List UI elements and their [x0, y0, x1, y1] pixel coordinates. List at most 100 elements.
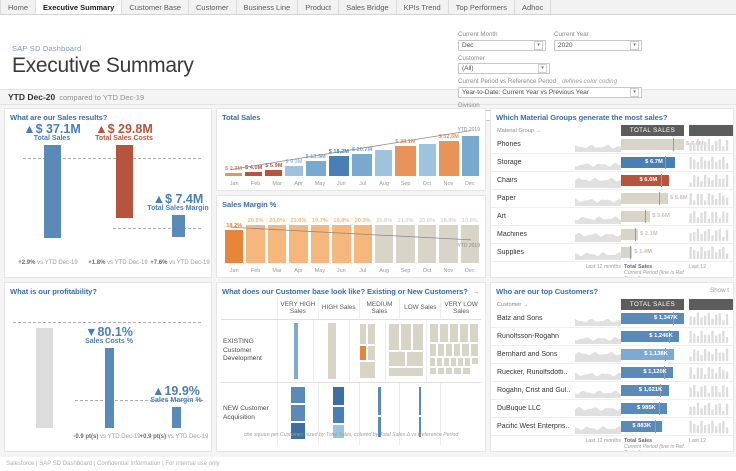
bar[interactable] [417, 225, 437, 263]
table-row[interactable]: Batz and Sons $ 1,347K [491, 310, 733, 328]
reference-marker [664, 348, 666, 361]
bar[interactable] [285, 165, 303, 176]
tab-customer[interactable]: Customer [189, 0, 237, 14]
table-row[interactable]: Art $ 3.6M [491, 208, 733, 226]
tab-sales-bridge[interactable]: Sales Bridge [339, 0, 397, 14]
table-row[interactable]: Machines $ 2.1M [491, 226, 733, 244]
show-all-link[interactable]: Show t [710, 287, 729, 294]
filter-customer-select[interactable]: (All) ▾ [458, 63, 550, 74]
bar[interactable] [225, 230, 244, 263]
bar[interactable] [439, 225, 458, 263]
row-bar[interactable] [621, 229, 638, 240]
matrix-cell[interactable] [399, 383, 440, 445]
customer-base-row-existing-label: EXISTING Customer Development [223, 338, 262, 363]
bar[interactable] [328, 156, 349, 176]
row-bar[interactable] [621, 247, 633, 258]
table-row[interactable]: Paper $ 5.8M [491, 190, 733, 208]
bar[interactable] [245, 171, 263, 176]
row-bar[interactable] [621, 313, 684, 324]
tab-product[interactable]: Product [298, 0, 340, 14]
bar[interactable] [353, 225, 372, 263]
x-axis-label: Sep [400, 268, 411, 274]
matrix-cell[interactable] [277, 320, 313, 382]
row-bar[interactable] [621, 403, 668, 414]
bar[interactable] [351, 153, 373, 176]
top-customers-name-header[interactable]: Customer → [497, 299, 575, 310]
matrix-cell[interactable] [277, 383, 318, 445]
row-bar[interactable] [621, 175, 670, 186]
bar[interactable] [225, 173, 243, 176]
chevron-down-icon[interactable]: ▾ [538, 64, 547, 73]
row-bar[interactable] [621, 331, 680, 342]
bar[interactable] [310, 225, 330, 263]
matrix-cell[interactable] [358, 383, 400, 445]
table-row[interactable]: DuBuque LLC $ 985K [491, 400, 733, 418]
table-row[interactable]: Supplies $ 1.4M [491, 244, 733, 262]
row-bar[interactable] [621, 193, 668, 204]
material-groups-name-header[interactable]: Material Group → [497, 125, 575, 136]
kpi-total-sales-caption: Total Sales [33, 135, 71, 142]
bar[interactable] [374, 225, 394, 263]
bar-value-label: 20.6% [269, 218, 285, 224]
filter-current-month-select[interactable]: Dec ▾ [458, 39, 546, 51]
tab-adhoc[interactable]: Adhoc [515, 0, 552, 14]
row-label: Bernhard and Sons [497, 351, 558, 358]
sort-arrow-icon: → [534, 127, 542, 134]
table-row[interactable]: Rogahn, Crist and Gul.. $ 1,021K [491, 382, 733, 400]
tab-executive-summary[interactable]: Executive Summary [36, 0, 123, 14]
tab-kpis-trend[interactable]: KPIs Trend [397, 0, 449, 14]
matrix-cell[interactable] [385, 320, 426, 382]
bar[interactable] [289, 225, 308, 263]
chevron-down-icon[interactable]: ▾ [630, 40, 639, 50]
bar[interactable] [418, 143, 436, 176]
bar-value-label: 19.9% [440, 218, 457, 224]
tab-home[interactable]: Home [0, 0, 37, 14]
table-row[interactable]: Ruecker, Runolfsdotti.. $ 1,120K [491, 364, 733, 382]
table-row[interactable]: Bernhard and Sons $ 1,138K [491, 346, 733, 364]
bar[interactable] [395, 145, 416, 176]
row-bar[interactable] [621, 367, 674, 378]
x-axis-label: Feb [250, 268, 261, 274]
tab-business-line[interactable]: Business Line [237, 0, 299, 14]
row-bar[interactable] [621, 211, 651, 222]
table-row[interactable]: Storage $ 6.7M [491, 154, 733, 172]
row-bar[interactable] [621, 385, 669, 396]
row-bar[interactable] [621, 421, 663, 432]
matrix-cell[interactable] [349, 320, 385, 382]
bar[interactable] [246, 225, 265, 263]
table-row[interactable]: Pacific West Enterpris.. $ 883K [491, 418, 733, 436]
row-sparkline [575, 138, 621, 152]
bar[interactable] [305, 161, 326, 176]
bar[interactable] [461, 136, 479, 176]
bar[interactable] [375, 150, 393, 176]
table-row[interactable]: Runolfsson-Rogahn $ 1,246K [491, 328, 733, 346]
row-bar-sparkline [689, 384, 733, 398]
table-row[interactable]: Phones $ 7.8M [491, 136, 733, 154]
material-groups-footer: Last 12 months Total Sales Current Perio… [491, 264, 733, 277]
matrix-cell[interactable] [426, 320, 481, 382]
matrix-cell[interactable] [313, 320, 349, 382]
reference-line-top [23, 158, 201, 159]
row-bar[interactable] [621, 139, 684, 150]
bar-group: $ 2.3M [225, 131, 243, 176]
table-row[interactable]: Chairs $ 6.0M [491, 172, 733, 190]
row-bar[interactable] [621, 349, 675, 360]
filter-current-year-select[interactable]: 2020 ▾ [554, 39, 642, 51]
row-bar-value: $ 3.6M [652, 212, 670, 219]
bar[interactable] [332, 225, 351, 263]
tab-customer-base[interactable]: Customer Base [122, 0, 189, 14]
matrix-cell[interactable] [440, 383, 481, 445]
matrix-cell[interactable] [317, 383, 359, 445]
chevron-down-icon[interactable]: ▾ [630, 87, 639, 97]
filter-period-comparison-select[interactable]: Year-to-Date: Current Year vs Previous Y… [458, 86, 642, 98]
bar[interactable] [438, 140, 459, 176]
expand-arrow-icon[interactable]: → [472, 287, 480, 296]
bar[interactable] [267, 225, 287, 263]
tab-top-performers[interactable]: Top Performers [449, 0, 515, 14]
bar-sparkline [689, 366, 729, 379]
bar[interactable] [396, 225, 415, 263]
row-bar[interactable] [621, 157, 676, 168]
reference-marker [672, 312, 674, 325]
chevron-down-icon[interactable]: ▾ [534, 40, 543, 50]
bar[interactable] [265, 169, 283, 176]
